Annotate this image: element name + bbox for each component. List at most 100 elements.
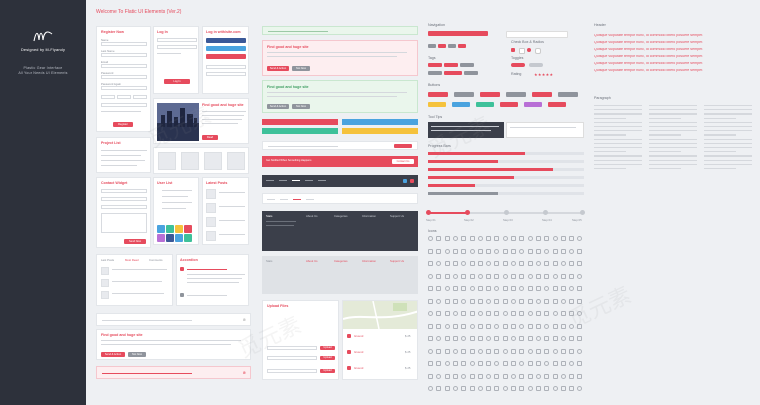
facebook-button[interactable] xyxy=(206,38,246,43)
step-dot[interactable] xyxy=(504,210,509,215)
social-tile[interactable] xyxy=(166,225,174,233)
social-tile[interactable] xyxy=(157,225,165,233)
tag[interactable] xyxy=(460,63,474,67)
accordion-toggle-icon[interactable] xyxy=(180,293,184,297)
googleplus-button[interactable] xyxy=(206,54,246,59)
alert-secondary-button[interactable]: Not Now xyxy=(292,66,310,71)
tag[interactable] xyxy=(444,63,458,67)
name-input[interactable] xyxy=(101,42,147,46)
toggle-off[interactable] xyxy=(529,63,543,67)
user-item[interactable] xyxy=(162,190,192,192)
accordion-header[interactable] xyxy=(187,294,227,296)
social-tile[interactable] xyxy=(184,225,192,233)
contact-us-button[interactable]: Contact Us xyxy=(392,159,414,164)
button-blue[interactable] xyxy=(452,102,470,107)
button-yellow[interactable] xyxy=(428,102,446,107)
login-button[interactable]: Log In xyxy=(164,79,190,84)
page-chip[interactable] xyxy=(428,44,436,48)
login-pass-input[interactable] xyxy=(157,45,197,49)
accordion-header[interactable] xyxy=(187,268,227,270)
alert-primary-button[interactable]: Send & Action xyxy=(267,104,289,109)
alert-secondary-button[interactable]: Not Now xyxy=(292,104,310,109)
upload-button[interactable]: Upload xyxy=(320,346,335,350)
social-tile[interactable] xyxy=(175,234,183,242)
button-purple[interactable] xyxy=(524,102,542,107)
user-item[interactable] xyxy=(162,196,188,198)
listing-name[interactable]: Ground xyxy=(354,350,364,354)
button-sample[interactable] xyxy=(454,92,474,97)
button-green[interactable] xyxy=(476,102,494,107)
close-icon[interactable]: ⊗ xyxy=(242,317,246,322)
map-image[interactable] xyxy=(343,301,418,329)
tag[interactable] xyxy=(428,63,442,67)
checkbox-checked[interactable] xyxy=(511,48,515,52)
month-select[interactable] xyxy=(117,95,131,99)
listing-name[interactable]: Ground xyxy=(354,334,364,338)
radio[interactable] xyxy=(535,48,541,54)
radio-checked[interactable] xyxy=(527,48,531,52)
primary-action-button[interactable]: Send & Action xyxy=(101,352,125,357)
password-again-input[interactable] xyxy=(101,86,147,90)
tab-comments[interactable]: Comments xyxy=(149,258,163,262)
upload-input[interactable] xyxy=(267,369,317,373)
nav-item[interactable] xyxy=(305,180,313,182)
gallery-thumb[interactable] xyxy=(158,152,176,170)
page-chip[interactable] xyxy=(438,44,446,48)
user-item[interactable] xyxy=(162,202,192,204)
nav-item[interactable] xyxy=(306,199,314,201)
tab-last-posts[interactable]: Last Posts xyxy=(101,258,115,262)
page-chip[interactable] xyxy=(458,44,466,48)
social-pass-input[interactable] xyxy=(206,72,246,76)
close-icon[interactable]: ⊗ xyxy=(242,370,246,375)
step-dot[interactable] xyxy=(465,210,470,215)
social-tile[interactable] xyxy=(175,225,183,233)
upload-input[interactable] xyxy=(267,346,317,350)
step-dot[interactable] xyxy=(543,210,548,215)
page-chip[interactable] xyxy=(448,44,456,48)
upload-button[interactable]: Upload xyxy=(320,356,335,360)
nav-item[interactable] xyxy=(267,199,275,201)
social-tile[interactable] xyxy=(157,234,165,242)
checkbox[interactable] xyxy=(519,48,525,54)
password-input[interactable] xyxy=(101,75,147,79)
last-name-input[interactable] xyxy=(101,53,147,57)
nav-item[interactable] xyxy=(279,180,287,182)
button-sample[interactable] xyxy=(532,92,552,97)
nav-item[interactable] xyxy=(266,180,274,182)
contact-email-input[interactable] xyxy=(101,197,147,201)
city-select[interactable] xyxy=(101,103,147,107)
gallery-thumb[interactable] xyxy=(204,152,222,170)
contact-message-textarea[interactable] xyxy=(101,213,147,233)
email-input[interactable] xyxy=(101,64,147,68)
nav-item-active[interactable] xyxy=(292,180,300,182)
tab-most-read[interactable]: Most Read xyxy=(125,258,139,262)
secondary-action-button[interactable]: Not Now xyxy=(128,352,146,357)
pagination-bar-light[interactable] xyxy=(506,31,568,38)
button-sample[interactable] xyxy=(428,92,448,97)
upload-button[interactable]: Upload xyxy=(320,369,335,373)
tag[interactable] xyxy=(428,71,442,75)
nav-item-active[interactable] xyxy=(293,199,301,201)
contact-subject-input[interactable] xyxy=(101,205,147,209)
accordion-toggle-icon[interactable] xyxy=(180,267,184,271)
social-tile[interactable] xyxy=(166,234,174,242)
button-red[interactable] xyxy=(500,102,518,107)
button-red[interactable] xyxy=(548,102,566,107)
gallery-thumb[interactable] xyxy=(181,152,199,170)
tag[interactable] xyxy=(444,71,462,75)
rating-stars[interactable]: ★★★★★ xyxy=(534,72,554,77)
user-item[interactable] xyxy=(162,208,186,210)
alert-primary-button[interactable]: Send & Action xyxy=(267,66,289,71)
login-user-input[interactable] xyxy=(157,38,197,42)
gallery-thumb[interactable] xyxy=(227,152,245,170)
send-button[interactable]: Send Now xyxy=(124,239,146,244)
register-button[interactable]: Register xyxy=(113,122,133,127)
tag[interactable] xyxy=(464,71,478,75)
button-sample[interactable] xyxy=(506,92,526,97)
social-email-input[interactable] xyxy=(206,65,246,69)
step-dot[interactable] xyxy=(426,210,431,215)
nav-item[interactable] xyxy=(280,199,288,201)
contact-name-input[interactable] xyxy=(101,189,147,193)
upload-input[interactable] xyxy=(267,356,317,360)
info-button[interactable] xyxy=(394,144,412,148)
